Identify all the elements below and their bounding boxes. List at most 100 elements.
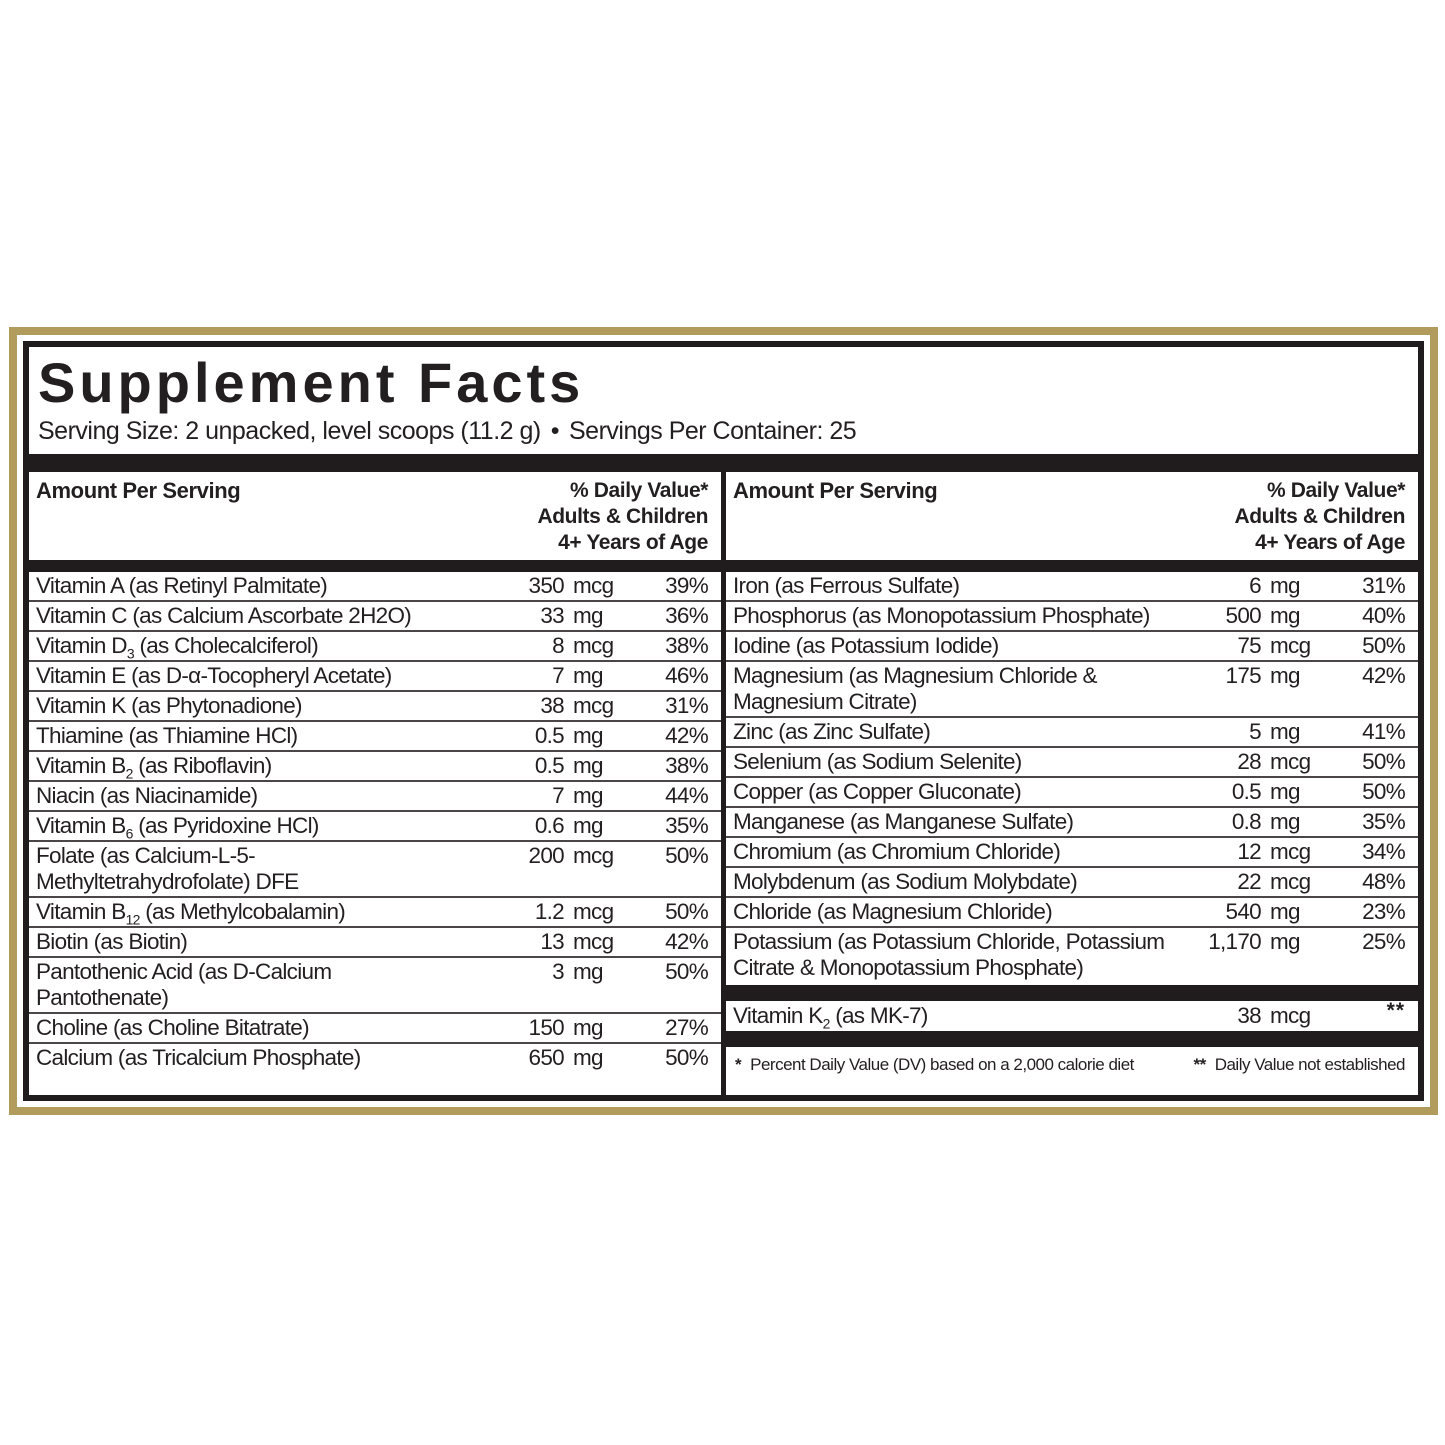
nutrient-row: Pantothenic Acid (as D-Calcium Pantothena… <box>29 956 721 1012</box>
nutrient-row: Magnesium (as Magnesium Chloride & Magnes… <box>726 660 1418 716</box>
nutrient-name: Copper (as Copper Gluconate) <box>733 779 1022 804</box>
dv-heading-line3: 4+ Years of Age <box>558 531 708 554</box>
nutrient-row: Vitamin B6 (as Pyridoxine HCl) 0.6 mg 35% <box>29 810 721 840</box>
nutrient-name: Selenium (as Sodium Selenite) <box>733 749 1022 774</box>
nutrient-daily-value: 50% <box>1362 749 1406 774</box>
nutrient-daily-value: 48% <box>1362 869 1406 894</box>
nutrient-unit: mg <box>573 663 604 688</box>
nutrient-amount: 13 <box>540 929 564 954</box>
nutrient-daily-value: 39% <box>665 573 709 598</box>
nutrient-daily-value: 50% <box>665 1045 709 1070</box>
nutrient-daily-value: 35% <box>665 813 709 838</box>
nutrient-name: Vitamin C (as Calcium Ascorbate 2H2O) <box>36 603 412 628</box>
nutrient-name: Vitamin B6 (as Pyridoxine HCl) <box>36 813 319 842</box>
nutrient-amount: 150 <box>528 1015 565 1040</box>
nutrient-unit: mg <box>1270 663 1301 688</box>
nutrient-name: Molybdenum (as Sodium Molybdate) <box>733 869 1078 894</box>
nutrient-name: Chloride (as Magnesium Chloride) <box>733 899 1053 924</box>
bullet-separator: • <box>550 417 560 445</box>
nutrient-unit: mcg <box>1270 869 1311 894</box>
amount-per-serving-heading: Amount Per Serving <box>36 478 241 503</box>
nutrient-daily-value: 31% <box>665 693 709 718</box>
nutrient-amount: 22 <box>1237 869 1261 894</box>
amount-per-serving-heading: Amount Per Serving <box>733 478 938 503</box>
nutrient-amount: 5 <box>1249 719 1262 744</box>
k2-nutrient-rows: Vitamin K2 (as MK-7) 38 mcg ** <box>726 999 1418 1031</box>
footnote-star: * <box>735 1055 742 1074</box>
nutrient-unit: mcg <box>573 573 614 598</box>
nutrient-unit: mcg <box>573 843 614 868</box>
nutrient-amount: 38 <box>1237 1003 1261 1028</box>
nutrient-amount: 33 <box>540 603 564 628</box>
nutrient-row: Chromium (as Chromium Chloride) 12 mcg 34% <box>726 836 1418 866</box>
nutrient-amount: 0.5 <box>534 723 565 748</box>
nutrient-unit: mg <box>1270 899 1301 924</box>
nutrient-unit: mcg <box>573 693 614 718</box>
nutrient-name: Iron (as Ferrous Sulfate) <box>733 573 960 598</box>
nutrient-row: Chloride (as Magnesium Chloride) 540 mg 23% <box>726 896 1418 926</box>
dv-heading-line1: % Daily Value* <box>570 479 708 502</box>
nutrient-unit: mg <box>1270 809 1301 834</box>
serving-info: Serving Size: 2 unpacked, level scoops (… <box>38 417 1408 446</box>
nutrient-row: Vitamin A (as Retinyl Palmitate) 350 mcg 39… <box>29 572 721 600</box>
nutrient-row: Manganese (as Manganese Sulfate) 0.8 mg 35% <box>726 806 1418 836</box>
nutrient-name: Thiamine (as Thiamine HCl) <box>36 723 298 748</box>
nutrient-row: Vitamin E (as D-α-Tocopheryl Acetate) 7 mg… <box>29 660 721 690</box>
nutrient-amount: 0.8 <box>1231 809 1262 834</box>
nutrient-name: Vitamin B12 (as Methylcobalamin) <box>36 899 346 928</box>
nutrient-row: Folate (as Calcium-L-5- Methyltetrahydrof… <box>29 840 721 896</box>
nutrient-daily-value: ** <box>1386 999 1405 1022</box>
nutrient-unit: mg <box>1270 573 1301 598</box>
columns-container: Amount Per Serving % Daily Value* Adults… <box>29 472 1418 1095</box>
nutrient-row: Thiamine (as Thiamine HCl) 0.5 mg 42% <box>29 720 721 750</box>
nutrient-daily-value: 25% <box>1362 929 1406 954</box>
nutrient-name: Zinc (as Zinc Sulfate) <box>733 719 931 744</box>
nutrient-daily-value: 50% <box>665 899 709 924</box>
nutrient-daily-value: 38% <box>665 753 709 778</box>
nutrient-amount: 3 <box>552 959 565 984</box>
servings-per-container-text: Servings Per Container: 25 <box>569 417 857 445</box>
nutrient-row: Iodine (as Potassium Iodide) 75 mcg 50% <box>726 630 1418 660</box>
nutrient-daily-value: 27% <box>665 1015 709 1040</box>
nutrient-unit: mg <box>573 813 604 838</box>
nutrient-row: Choline (as Choline Bitatrate) 150 mg 27% <box>29 1012 721 1042</box>
nutrient-name: Magnesium (as Magnesium Chloride & Magnes… <box>733 663 1098 714</box>
nutrient-daily-value: 31% <box>1362 573 1406 598</box>
dv-heading-line2: Adults & Children <box>1234 505 1405 528</box>
nutrient-name: Chromium (as Chromium Chloride) <box>733 839 1061 864</box>
page-title: Supplement Facts <box>38 351 585 414</box>
nutrient-daily-value: 44% <box>665 783 709 808</box>
dv-heading-line3: 4+ Years of Age <box>1255 531 1405 554</box>
label-inner-frame: Supplement Facts Serving Size: 2 unpacke… <box>23 341 1424 1101</box>
nutrient-name: Niacin (as Niacinamide) <box>36 783 258 808</box>
nutrient-daily-value: 38% <box>665 633 709 658</box>
nutrient-unit: mg <box>1270 603 1301 628</box>
nutrient-name: Biotin (as Biotin) <box>36 929 188 954</box>
nutrient-unit: mg <box>573 753 604 778</box>
nutrient-amount: 200 <box>528 843 565 868</box>
nutrient-unit: mg <box>573 1045 604 1070</box>
nutrient-row: Copper (as Copper Gluconate) 0.5 mg 50% <box>726 776 1418 806</box>
nutrient-name: Phosphorus (as Monopotassium Phosphate) <box>733 603 1150 628</box>
right-nutrient-rows: Iron (as Ferrous Sulfate) 6 mg 31% Phosphoru… <box>726 572 1418 982</box>
nutrient-amount: 500 <box>1225 603 1262 628</box>
nutrient-row: Vitamin C (as Calcium Ascorbate 2H2O) 33 m… <box>29 600 721 630</box>
nutrient-amount: 0.5 <box>1231 779 1262 804</box>
nutrient-unit: mcg <box>573 899 614 924</box>
nutrient-unit: mcg <box>1270 749 1311 774</box>
nutrient-name: Vitamin A (as Retinyl Palmitate) <box>36 573 328 598</box>
footnote-dv-note: * Percent Daily Value (DV) based on a 2,… <box>735 1055 1134 1075</box>
nutrient-daily-value: 46% <box>665 663 709 688</box>
nutrient-row: Vitamin K (as Phytonadione) 38 mcg 31% <box>29 690 721 720</box>
nutrient-amount: 1,170 <box>1208 929 1262 954</box>
k2-bottom-bar <box>726 1031 1418 1047</box>
nutrient-name: Calcium (as Tricalcium Phosphate) <box>36 1045 361 1070</box>
nutrient-unit: mg <box>573 1015 604 1040</box>
nutrient-unit: mcg <box>573 633 614 658</box>
nutrient-daily-value: 42% <box>665 929 709 954</box>
nutrient-name: Pantothenic Acid (as D-Calcium Pantothena… <box>36 959 332 1010</box>
header-divider-bar <box>29 454 1418 472</box>
nutrient-row: Vitamin B12 (as Methylcobalamin) 1.2 mcg 50… <box>29 896 721 926</box>
nutrient-name: Folate (as Calcium-L-5- Methyltetrahydrof… <box>36 843 299 894</box>
